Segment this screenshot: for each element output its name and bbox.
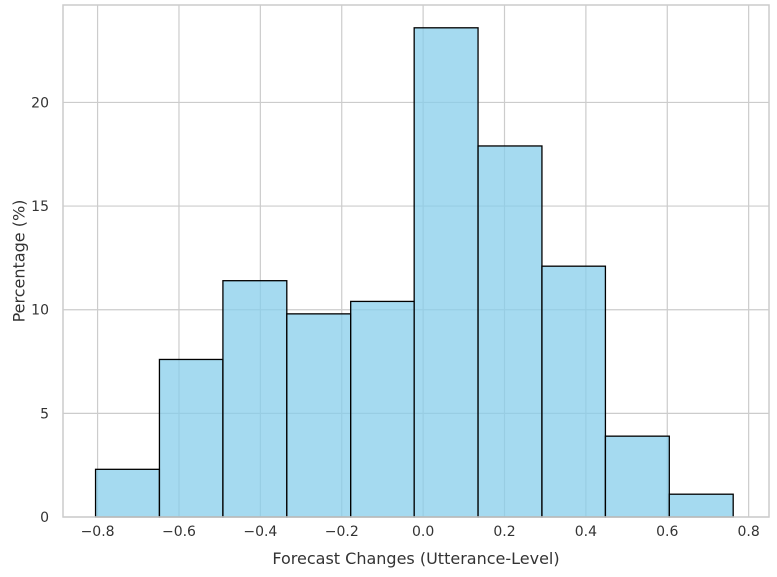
x-tick-label: 0.2 — [493, 524, 515, 540]
y-tick-label: 0 — [40, 510, 49, 526]
histogram-bar — [413, 27, 479, 518]
x-tick-label: −0.6 — [162, 524, 196, 540]
x-tick-label: 0.4 — [575, 524, 597, 540]
y-tick-label: 5 — [40, 406, 49, 422]
histogram-bar — [158, 358, 224, 518]
x-tick-labels: −0.8 −0.6 −0.4 −0.2 0.0 0.2 0.4 0.6 0.8 — [81, 524, 760, 540]
x-tick-label: −0.8 — [81, 524, 115, 540]
histogram-bars — [94, 27, 734, 518]
y-tick-label: 20 — [31, 95, 49, 111]
histogram-bar — [350, 300, 415, 518]
y-tick-labels: 0 5 10 15 20 — [31, 95, 49, 526]
histogram-bar — [668, 493, 734, 518]
y-tick-label: 15 — [31, 199, 49, 215]
y-axis-label: Percentage (%) — [10, 200, 29, 323]
histogram-bar — [541, 265, 607, 518]
histogram-bar — [286, 313, 352, 518]
histogram-bar — [604, 435, 670, 518]
histogram-bar — [222, 280, 288, 518]
x-tick-label: 0.8 — [738, 524, 760, 540]
histogram-bar — [94, 468, 161, 518]
x-tick-label: 0.6 — [656, 524, 678, 540]
plot-frame — [62, 4, 770, 518]
x-tick-label: −0.4 — [243, 524, 277, 540]
x-axis-label: Forecast Changes (Utterance-Level) — [272, 549, 559, 568]
x-tick-label: −0.2 — [325, 524, 359, 540]
x-tick-label: 0.0 — [412, 524, 434, 540]
histogram-bar — [477, 145, 543, 518]
y-tick-label: 10 — [31, 303, 49, 319]
